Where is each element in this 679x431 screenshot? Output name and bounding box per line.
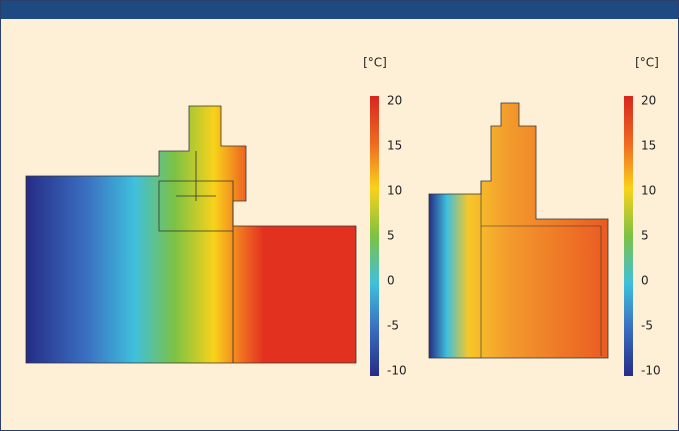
colorbar-tick-label: 5 <box>641 229 649 243</box>
colorbar-tick-label: -10 <box>641 364 661 378</box>
colorbar <box>370 96 379 376</box>
unit-label: [°C] <box>363 56 387 70</box>
unit-label: [°C] <box>635 56 659 70</box>
colorbar-tick-label: 15 <box>641 139 656 153</box>
colorbar-tick-label: 0 <box>387 274 395 288</box>
thermal-plots: [°C] [°C] 20 15 10 5 0 -5 -10 20 15 10 5 0 -5 -10 <box>1 1 678 430</box>
colorbar-tick-label: 20 <box>641 94 656 108</box>
right-section <box>429 103 608 358</box>
colorbar <box>624 96 633 376</box>
figure: [°C] [°C] 20 15 10 5 0 -5 -10 20 15 10 5 0 -5 -10 <box>0 0 679 431</box>
colorbar-tick-label: -10 <box>387 364 407 378</box>
colorbar-tick-label: -5 <box>387 319 399 333</box>
colorbar-tick-label: 20 <box>387 94 402 108</box>
colorbar-tick-label: 15 <box>387 139 402 153</box>
colorbar-tick-label: 0 <box>641 274 649 288</box>
colorbar-tick-label: 10 <box>387 184 402 198</box>
colorbar-tick-label: 10 <box>641 184 656 198</box>
left-section <box>26 106 356 363</box>
colorbar-tick-label: -5 <box>641 319 653 333</box>
colorbar-tick-label: 5 <box>387 229 395 243</box>
